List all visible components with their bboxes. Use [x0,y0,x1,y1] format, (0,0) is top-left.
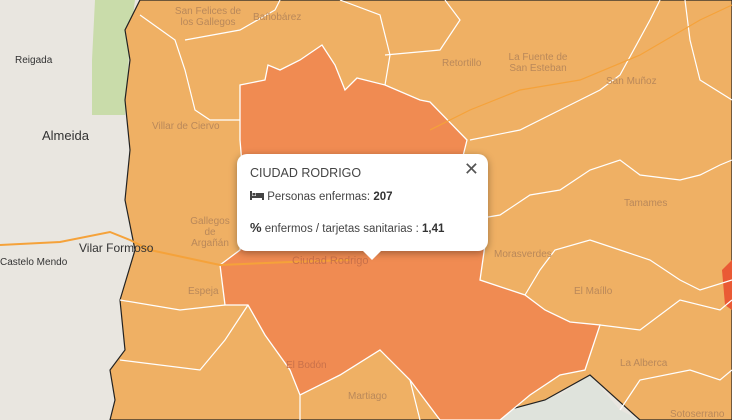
info-popup: CIUDAD RODRIGO ✕ Personas enfermas: 207 … [237,154,488,260]
ratio-value: 1,41 [422,223,445,235]
bed-icon [250,191,264,200]
municipality-label: La Fuente de San Esteban [508,52,568,74]
municipality-label: Espeja [188,286,219,297]
municipality-label: Sotoserrano [670,409,725,420]
municipality-label: Bañobárez [253,12,302,23]
municipality-label: Retortillo [442,58,482,69]
ratio-row: % enfermos / tarjetas sanitarias : 1,41 [250,220,444,235]
sick-count-row: Personas enfermas: 207 [250,191,393,203]
percent-icon: % [250,220,262,235]
road [0,230,351,267]
place-label: Almeida [42,128,89,143]
municipality-label: El Bodón [286,360,327,371]
municipality-label: San Muñoz [606,76,657,87]
municipality-label: La Alberca [620,358,668,369]
municipality-label: Tamames [624,198,668,209]
green-park-area [92,0,135,115]
road-ne [429,4,732,131]
sick-count-label: Personas enfermas: [267,191,371,203]
municipality-label: Ciudad Rodrigo [292,255,369,267]
municipality-label: El Maíllo [574,286,613,297]
sick-count-value: 207 [373,191,393,203]
municipality-label: Gallegos de Argañán [190,216,230,249]
place-label: Vilar Formoso [79,241,154,255]
municipality-label: San Felices de los Gallegos [174,6,242,28]
municipality-label: Martiago [348,391,387,402]
place-label: Castelo Mendo [0,257,68,268]
municipality-borders [119,0,732,420]
close-icon[interactable]: ✕ [463,159,479,179]
high-region-sliver [722,260,732,310]
municipality-label: Morasverdes [494,249,552,260]
municipality-label: Villar de Ciervo [152,121,220,132]
popup-title: CIUDAD RODRIGO [250,166,362,180]
ratio-label: enfermos / tarjetas sanitarias : [264,223,419,235]
place-label: Reigada [15,55,53,66]
